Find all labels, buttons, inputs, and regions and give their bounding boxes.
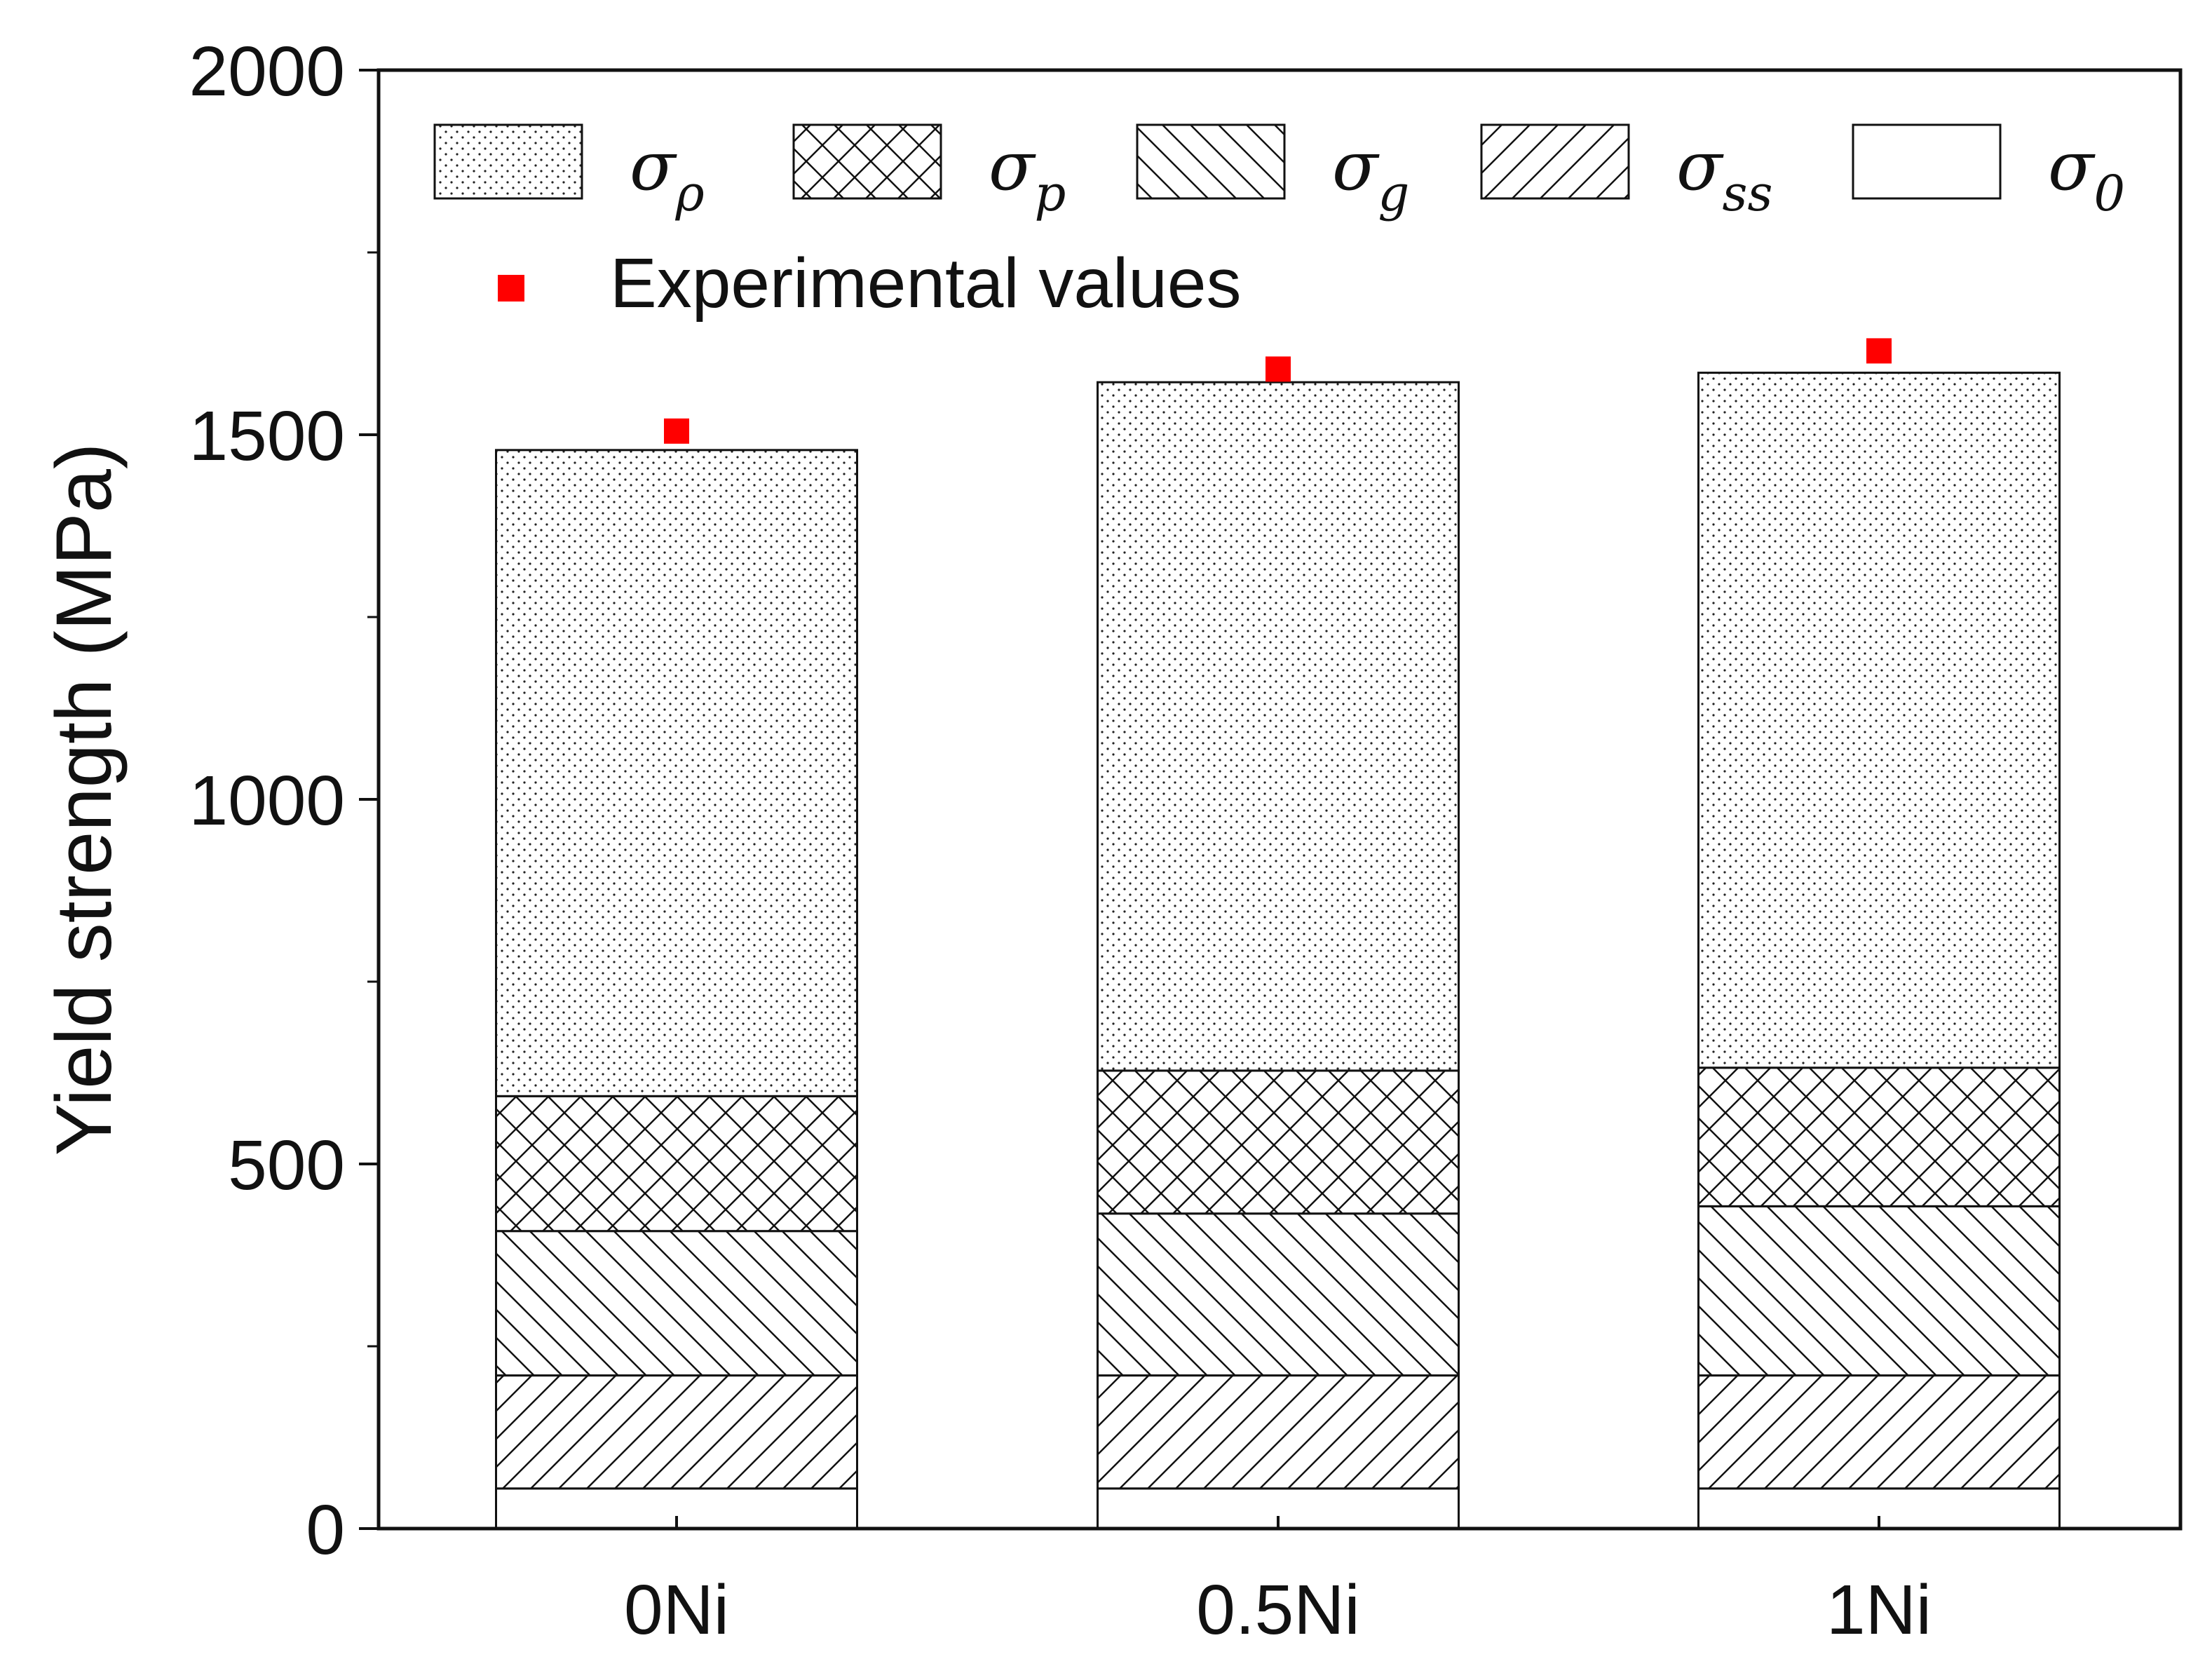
x-tick-label-1Ni: 1Ni xyxy=(1826,1571,1932,1649)
bar-segment-1Ni-g xyxy=(1697,1205,2061,1377)
legend-label-g: σg xyxy=(1332,127,1409,222)
y-tick-label-0: 0 xyxy=(306,1491,345,1569)
bar-segment-1Ni-ss xyxy=(1697,1374,2061,1490)
y-tick-label-1000: 1000 xyxy=(189,761,345,840)
bar-segment-1Ni-ρ xyxy=(1697,372,2061,1069)
experimental-point-0Ni xyxy=(664,418,689,444)
bar-segment-0.5Ni-g xyxy=(1097,1212,1460,1377)
x-tick-label-0.5Ni: 0.5Ni xyxy=(1196,1571,1359,1649)
bar-segment-0Ni-p xyxy=(495,1095,858,1233)
bar-segment-0Ni-ss xyxy=(495,1374,858,1490)
bar-segment-0Ni-ρ xyxy=(495,449,858,1097)
legend-label-0: σ0 xyxy=(2048,127,2125,222)
bar-segment-0.5Ni-p xyxy=(1097,1069,1460,1215)
bar-segment-1Ni-p xyxy=(1697,1066,2061,1207)
legend-label-experimental: Experimental values xyxy=(610,244,1241,323)
y-axis-label: Yield strength (MPa) xyxy=(40,443,128,1156)
bar-segment-0.5Ni-ρ xyxy=(1097,381,1460,1072)
x-tick-label-0Ni: 0Ni xyxy=(624,1571,729,1649)
legend-marker-experimental xyxy=(498,275,524,302)
bar-segment-0.5Ni-ss xyxy=(1097,1374,1460,1490)
bar-segment-0Ni-g xyxy=(495,1230,858,1377)
legend-swatch-g xyxy=(1136,123,1286,200)
legend-label-ρ: σρ xyxy=(630,127,705,222)
y-tick-label-1500: 1500 xyxy=(189,397,345,475)
experimental-point-1Ni xyxy=(1866,338,1892,364)
legend-label-ss: σss xyxy=(1676,127,1772,222)
legend-swatch-ss xyxy=(1480,123,1630,200)
y-tick-label-2000: 2000 xyxy=(189,32,345,111)
y-tick-label-500: 500 xyxy=(228,1126,345,1205)
legend-swatch-0 xyxy=(1852,123,2002,200)
legend-label-p: σp xyxy=(989,127,1066,222)
legend-swatch-p xyxy=(792,123,942,200)
legend-swatch-ρ xyxy=(433,123,583,200)
experimental-point-0.5Ni xyxy=(1266,356,1291,382)
